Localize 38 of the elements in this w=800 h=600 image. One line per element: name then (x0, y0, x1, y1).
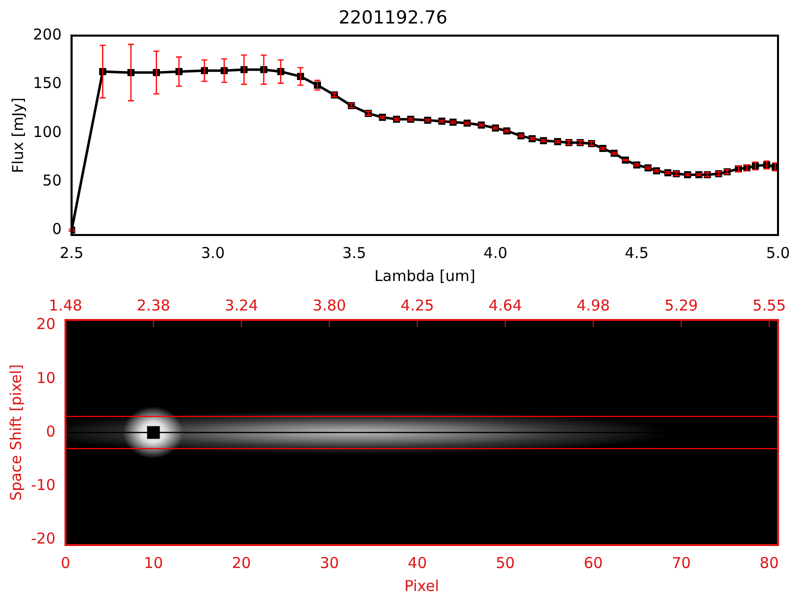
x-axis-title: Pixel (404, 576, 440, 595)
x-tick-label: 3.0 (200, 244, 225, 262)
x-tick-label: 80 (760, 554, 779, 572)
x-tick-label: 20 (232, 554, 251, 572)
x-tick-label: 2.5 (60, 244, 84, 262)
y-tick-label: 150 (32, 74, 62, 92)
text: 4.64 (488, 296, 522, 314)
x-tick-label: 60 (584, 554, 603, 572)
y-tick-label: 0 (52, 220, 62, 238)
y-tick-label: -10 (31, 476, 56, 494)
text: 4.25 (400, 296, 434, 314)
x-tick-label: 10 (144, 554, 164, 572)
y-axis-title: Space Shift [pixel] (6, 364, 25, 501)
text: 1.48 (48, 296, 82, 314)
x-tick-label: 4.5 (624, 244, 649, 262)
text: 2.38 (136, 296, 170, 314)
chart-title: 2201192.76 (338, 7, 448, 28)
y-tick-label: 10 (36, 368, 56, 387)
x-tick-label: 50 (496, 554, 515, 572)
x-tick-label: 30 (320, 554, 339, 572)
text: 4.98 (576, 296, 610, 314)
y-tick-label: -20 (31, 530, 56, 548)
x-tick-label: 5.0 (766, 244, 790, 262)
text: 5.29 (664, 296, 698, 314)
text: 3.24 (224, 296, 258, 314)
y-tick-label: 0 (46, 422, 56, 440)
text: 5.55 (752, 296, 786, 314)
x-tick-label: 3.5 (342, 244, 366, 262)
y-tick-label: 200 (32, 25, 62, 44)
x-tick-label: 4.0 (484, 244, 508, 262)
x-axis-title: Lambda [um] (374, 266, 476, 285)
x-tick-label: 70 (672, 554, 691, 572)
x-tick-label: 40 (408, 554, 427, 572)
text: 3.80 (312, 296, 346, 314)
y-tick-label: 50 (42, 171, 62, 190)
y-tick-label: 20 (36, 315, 56, 334)
y-axis-title: Flux [mJy] (8, 98, 27, 174)
y-tick-label: 100 (32, 122, 62, 141)
